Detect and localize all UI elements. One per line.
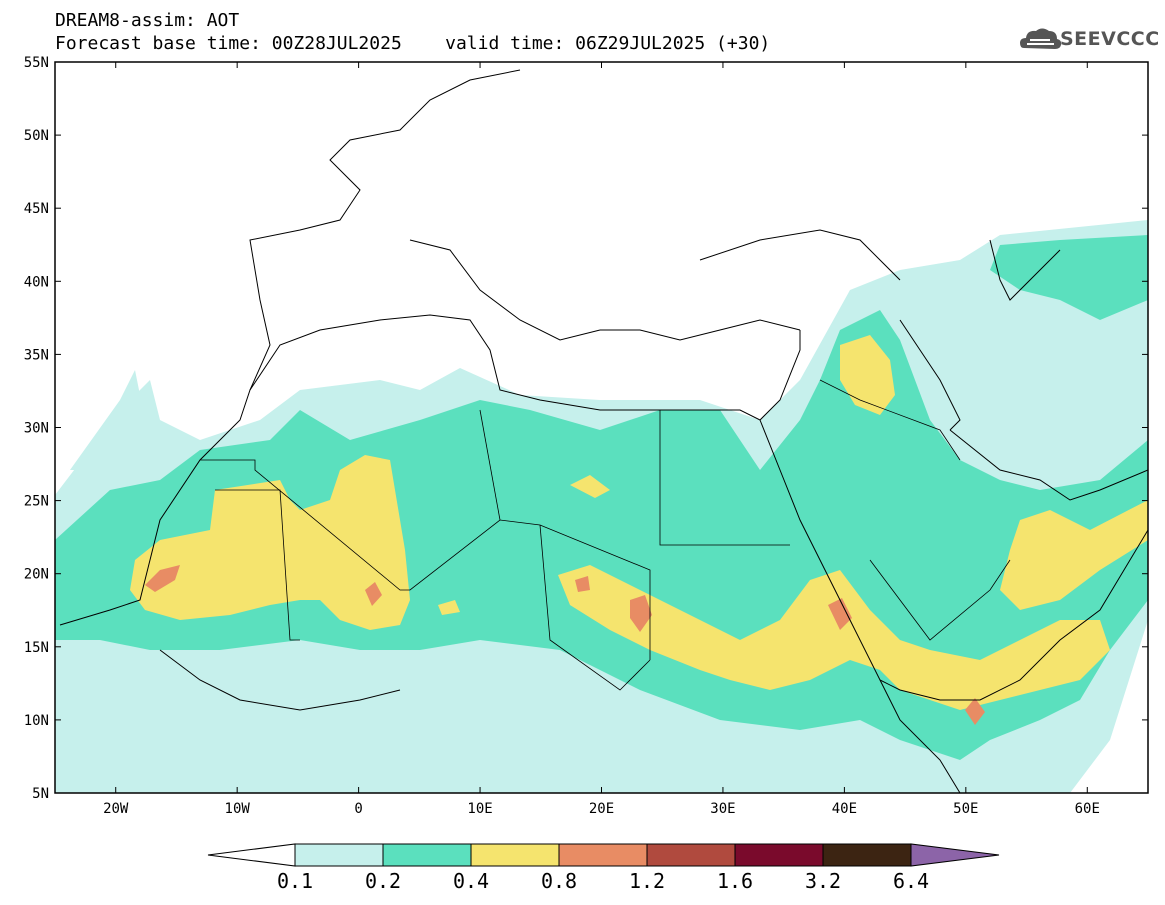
aot-level-0.8	[145, 565, 985, 725]
colorbar-under-arrow	[207, 843, 296, 867]
lat-label: 40N	[24, 274, 49, 290]
colorbar: 0.1 0.2 0.4 0.8 1.2 1.6 3.2 6.4	[207, 843, 1000, 893]
lat-label: 5N	[32, 786, 49, 802]
lat-label: 45N	[24, 201, 49, 217]
coastlines	[59, 69, 1148, 793]
lat-label: 55N	[24, 55, 49, 71]
lon-label: 10W	[225, 801, 251, 817]
logo-text: SEEVCCC	[1060, 28, 1160, 50]
colorbar-swatch	[470, 843, 560, 867]
colorbar-label: 6.4	[893, 869, 929, 893]
lat-label: 10N	[24, 713, 49, 729]
colorbar-swatch	[822, 843, 912, 867]
lon-label: 50E	[953, 801, 978, 817]
map-title: DREAM8-assim: AOT	[55, 10, 240, 31]
aot-level-0.4	[130, 335, 1148, 710]
colorbar-over-arrow	[910, 843, 1000, 867]
cloud-icon	[1020, 28, 1062, 49]
lat-axis: 5N 10N 15N 20N 25N 30N 35N 40N 45N 50N 55N	[24, 55, 1148, 802]
lat-label: 35N	[24, 347, 49, 363]
lat-label: 20N	[24, 567, 49, 583]
colorbar-swatch	[558, 843, 648, 867]
colorbar-swatch	[734, 843, 824, 867]
colorbar-swatch	[382, 843, 472, 867]
lat-label: 15N	[24, 640, 49, 656]
colorbar-swatch	[294, 843, 384, 867]
colorbar-label: 0.2	[365, 869, 401, 893]
lon-label: 20E	[589, 801, 614, 817]
lon-label: 10E	[467, 801, 492, 817]
colorbar-label: 0.4	[453, 869, 489, 893]
lon-label: 30E	[710, 801, 735, 817]
lon-label: 60E	[1075, 801, 1100, 817]
colorbar-label: 0.1	[277, 869, 313, 893]
colorbar-label: 1.2	[629, 869, 665, 893]
lon-label: 40E	[832, 801, 857, 817]
colorbar-swatch	[646, 843, 736, 867]
lon-label: 20W	[103, 801, 129, 817]
map-subtitle: Forecast base time: 00Z28JUL2025 valid t…	[55, 33, 771, 54]
lat-label: 50N	[24, 128, 49, 144]
lat-label: 30N	[24, 421, 49, 437]
lat-label: 25N	[24, 494, 49, 510]
colorbar-label: 1.6	[717, 869, 753, 893]
lon-axis: 20W 10W 0 10E 20E 30E 40E 50E 60E	[103, 62, 1100, 817]
colorbar-label: 0.8	[541, 869, 577, 893]
country-borders	[200, 379, 1011, 691]
colorbar-label: 3.2	[805, 869, 841, 893]
lon-label: 0	[354, 801, 362, 817]
aot-fields	[55, 62, 1148, 793]
